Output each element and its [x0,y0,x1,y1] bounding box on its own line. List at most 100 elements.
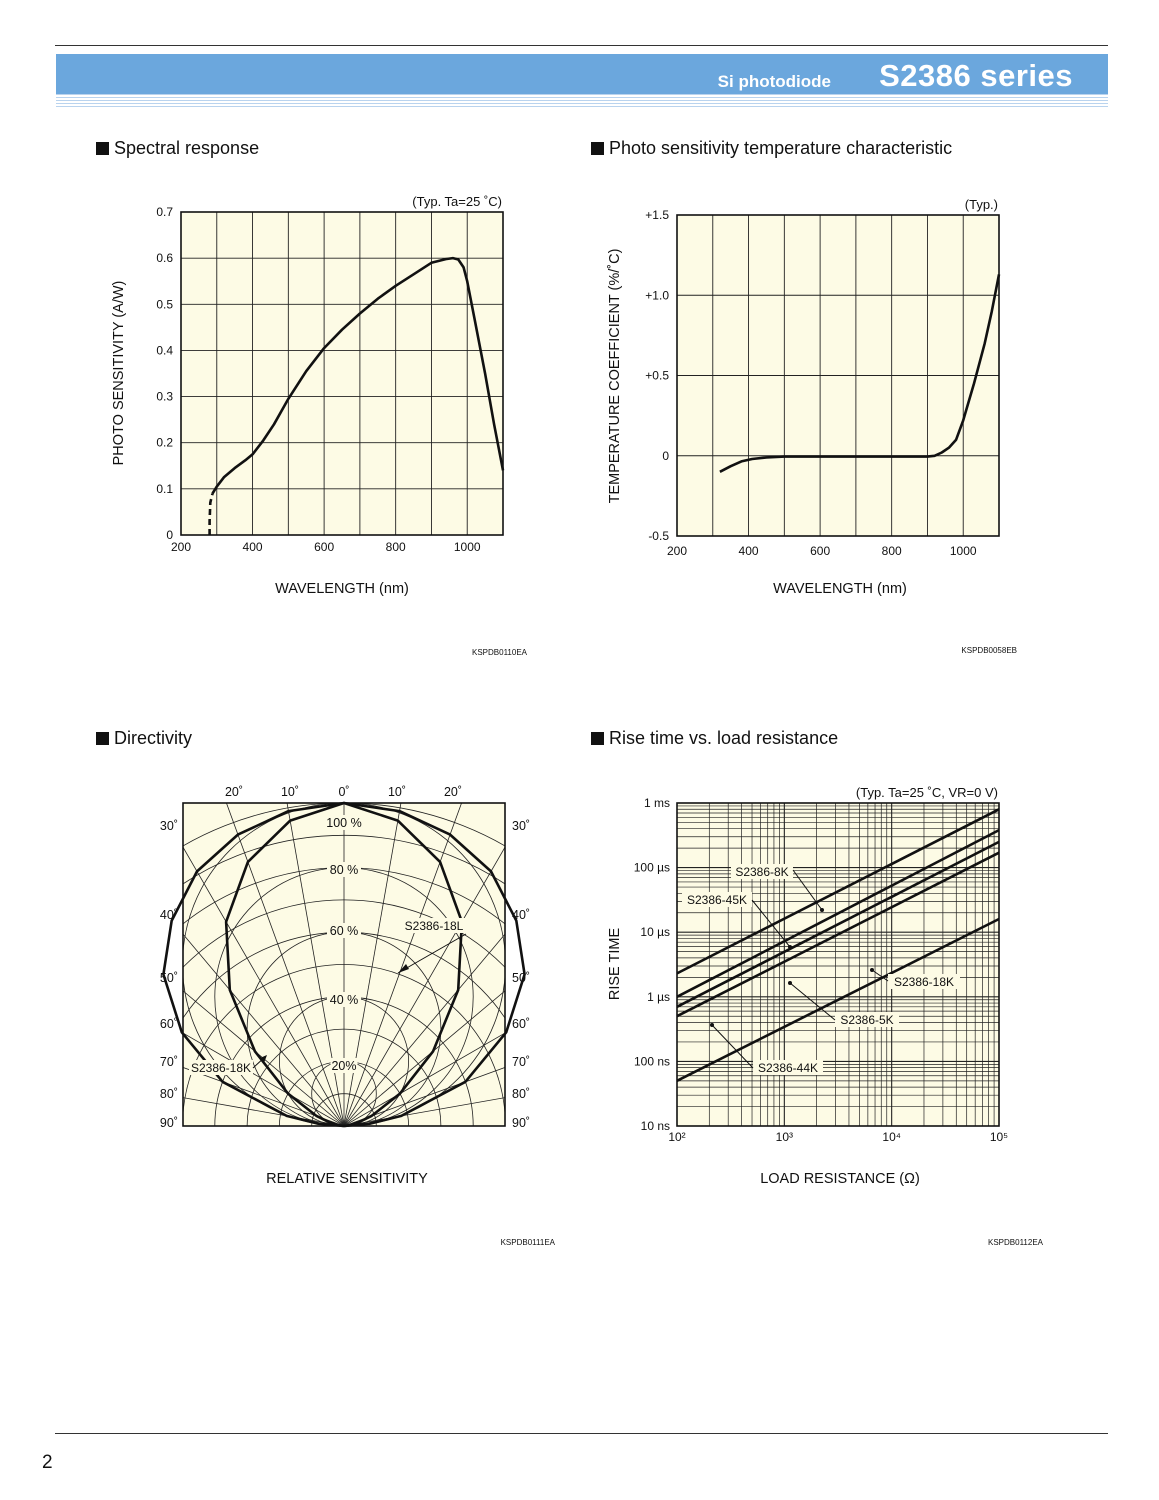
y-tick-label: 10 µs [640,925,670,939]
leader-line [789,982,836,1021]
section-title-spectral: Spectral response [96,138,259,159]
y-tick-label: 0.3 [156,390,173,404]
circle-grid-line [183,834,505,885]
section-title-tempcoef: Photo sensitivity temperature characteri… [591,138,952,159]
page-number: 2 [42,1452,53,1473]
series-label-bg [731,864,793,879]
series-label-bg [402,918,466,933]
side-angle-label-left: 40˚ [160,908,178,922]
leader-arrow [398,964,409,973]
side-angle-label-left: 30˚ [160,819,178,833]
y-tick-label: 0.2 [156,436,173,450]
top-angle-label: 20˚ [444,785,462,799]
side-angle-label-right: 80˚ [512,1087,530,1101]
y-tick-label: 0.5 [156,297,173,311]
x-tick-label: 10⁵ [990,1130,1008,1144]
circle-grid-line [183,964,505,1122]
square-bullet-icon [591,142,604,155]
chart-title: Spectral response [114,138,260,158]
radial-label-bg [330,1058,358,1073]
circle-grid-line [183,899,505,968]
series-label-bg [888,974,960,989]
radial-label-bg [327,923,361,938]
figure-code: KSPDB0111EA [501,1238,556,1247]
square-bullet-icon [96,142,109,155]
x-axis-label: RELATIVE SENSITIVITY [266,1171,428,1187]
x-tick-label: 1000 [454,540,481,554]
side-angle-label-left: 70˚ [160,1055,178,1069]
header-subtitle: Si photodiode [717,72,831,91]
y-tick-label: -0.5 [648,529,669,543]
side-angle-label-left: 90˚ [160,1116,178,1130]
section-title-directivity: Directivity [96,728,192,749]
radial-grid-line [226,803,345,1126]
series-line [676,840,1000,1008]
y-tick-label: 100 ns [634,1054,670,1068]
leader-line [397,933,467,974]
y-tick-label: +1.5 [645,208,669,222]
square-bullet-icon [96,732,109,745]
x-tick-label: 200 [667,544,687,558]
figure-code: KSPDB0112EA [988,1238,1044,1247]
chart-note: (Typ. Ta=25 ˚C, VR=0 V) [856,785,998,800]
x-tick-label: 200 [171,540,191,554]
radial-grid-line [343,1032,505,1126]
y-tick-label: 0.7 [156,205,173,219]
series-label: S2386-5K [840,1013,893,1027]
leader-arrow [788,981,792,985]
radial-grid-line [183,1032,345,1126]
plot-area [181,212,503,535]
leader-arrow [710,1023,714,1027]
series-line [208,493,214,535]
y-axis-label: PHOTO SENSITIVITY (A/W) [111,281,127,466]
radial-label: 60 % [330,924,359,938]
plot-frame [676,802,1000,1127]
y-tick-label: 1 ms [644,796,670,810]
series-label-bg [753,1060,823,1075]
header-stripes [56,94,1108,108]
radial-grid-line [183,846,345,1126]
series-label-bg [682,892,752,907]
radial-grid-line [343,933,505,1126]
series-line [676,828,1000,998]
side-angle-label-right: 70˚ [512,1055,530,1069]
chart-title: Photo sensitivity temperature characteri… [609,138,953,158]
radial-grid-line [343,803,462,1126]
series-label: S2386-8K [735,865,788,879]
series-label-bg [835,1012,899,1027]
figure-code: KSPDB0058EB [961,646,1017,655]
radial-grid-line [343,803,402,1126]
chart-title: Rise time vs. load resistance [609,728,839,748]
y-tick-label: 10 ns [641,1119,670,1133]
series-label: S2386-44K [758,1061,818,1075]
x-tick-label: 800 [882,544,902,558]
leader-arrow [820,908,824,912]
y-axis-label: RISE TIME [607,928,623,1001]
leader-arrow [788,945,792,949]
series-label: S2386-18K [191,1061,251,1075]
radial-grid-line [183,933,345,1126]
top-angle-label: 0˚ [338,785,349,799]
x-tick-label: 10² [668,1130,685,1144]
chart-note: (Typ. Ta=25 ˚C) [412,194,502,209]
x-axis-label: LOAD RESISTANCE (Ω) [760,1171,920,1187]
series-line [719,274,1001,473]
leader-line [711,1024,754,1069]
plot-frame [180,211,504,536]
series-line [211,256,505,495]
series-label: S2386-18L [405,919,464,933]
x-tick-label: 1000 [950,544,977,558]
side-angle-label-right: 30˚ [512,819,530,833]
series-label: S2386-18K [894,975,954,989]
side-angle-label-right: 90˚ [512,1116,530,1130]
x-tick-label: 400 [243,540,263,554]
leader-arrow [260,1055,267,1063]
x-tick-label: 600 [314,540,334,554]
x-tick-label: 10⁴ [882,1130,901,1144]
leader-line [792,869,823,911]
y-tick-label: 1 µs [647,990,670,1004]
series-line [676,808,1000,975]
top-rule [55,45,1108,46]
side-angle-label-left: 60˚ [160,1017,178,1031]
side-angle-label-left: 50˚ [160,971,178,985]
